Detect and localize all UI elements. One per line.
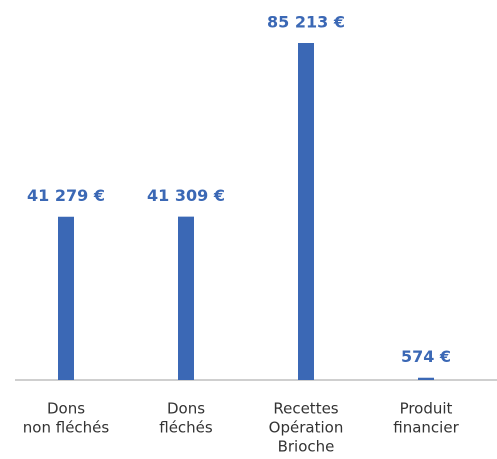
x-tick-label: Opération (269, 419, 344, 437)
bar (58, 216, 74, 380)
bar (418, 377, 434, 380)
x-tick-label: Dons (167, 400, 205, 418)
bar (298, 43, 314, 380)
x-tick-label: financier (393, 419, 459, 437)
x-tick-label: Recettes (273, 400, 338, 418)
x-tick-label: Dons (47, 400, 85, 418)
value-label: 85 213 € (267, 13, 345, 32)
value-label: 574 € (401, 347, 451, 366)
x-tick-label: Produit (400, 400, 453, 418)
x-tick-label: Brioche (278, 438, 335, 456)
value-label: 41 279 € (27, 186, 105, 205)
x-tick-label: fléchés (159, 419, 213, 437)
x-tick-label: non fléchés (23, 419, 110, 437)
bar (178, 216, 194, 380)
value-label: 41 309 € (147, 186, 225, 205)
